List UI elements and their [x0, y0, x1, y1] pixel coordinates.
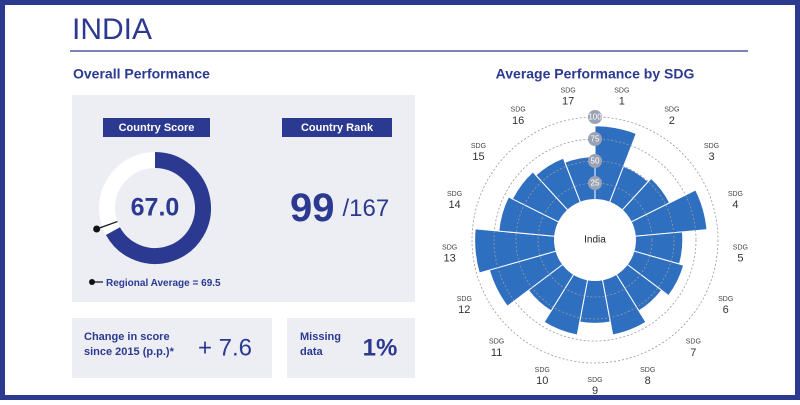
category-prefix: SDG: [442, 244, 457, 251]
category-label: 16: [512, 115, 524, 127]
category-prefix: SDG: [640, 367, 655, 374]
category-prefix: SDG: [535, 367, 550, 374]
r-tick-label: 25: [591, 179, 600, 188]
rank: 99: [290, 186, 335, 230]
change-label: Change in score since 2015 (p.p.)*: [84, 331, 174, 358]
rank-total: /167: [343, 195, 390, 222]
tick-bubble: [588, 154, 602, 168]
score-arc: [105, 152, 211, 264]
category-prefix: SDG: [704, 143, 719, 150]
category-label: 8: [645, 375, 651, 387]
score-heading: Country Score: [119, 122, 195, 134]
missing-panel: [287, 318, 415, 378]
r-tick-label: 100: [588, 113, 602, 122]
tick-bubble: [588, 110, 602, 124]
score-value: 67.0: [131, 194, 180, 222]
missing-label-box: Missing data: [300, 331, 341, 358]
category-prefix: SDG: [728, 191, 743, 198]
grid-ring: [493, 138, 697, 342]
regional-label-text: Regional Average =: [106, 278, 199, 289]
center-label: India: [584, 235, 606, 246]
category-label: 17: [562, 95, 574, 107]
center-disc: [554, 199, 636, 281]
rank-value: 99/167: [290, 186, 389, 230]
label-box: [103, 118, 210, 137]
label-box: [282, 118, 392, 137]
category-label: 5: [737, 252, 743, 264]
polar-chart: India255075100SDG1SDG2SDG3SDG4SDG5SDG6SD…: [442, 87, 748, 397]
tick-bubble: [588, 132, 602, 146]
section-heading: Overall Performance: [73, 66, 210, 82]
category-prefix: SDG: [447, 191, 462, 198]
category-label: 7: [690, 347, 696, 359]
grid-ring: [515, 160, 675, 320]
category-prefix: SDG: [471, 143, 486, 150]
category-label: 9: [592, 385, 598, 397]
change-panel: [72, 318, 272, 378]
score-donut: [93, 152, 211, 264]
regional-label: Regional Average = 69.5: [106, 278, 221, 289]
regional-value: 69.5: [201, 278, 221, 289]
category-label: 11: [491, 347, 502, 359]
category-prefix: SDG: [614, 87, 629, 94]
category-prefix: SDG: [587, 377, 602, 384]
category-label: 4: [732, 199, 738, 211]
category-label: 14: [448, 199, 460, 211]
grid-ring: [471, 116, 719, 364]
r-tick-label: 50: [591, 157, 600, 166]
change-value: + 7.6: [198, 334, 252, 361]
category-label: 2: [669, 115, 675, 127]
change-label-box: Change in score since 2015 (p.p.)*: [84, 331, 174, 358]
category-prefix: SDG: [561, 87, 576, 94]
category-prefix: SDG: [733, 244, 748, 251]
category-label: 13: [443, 252, 455, 264]
category-prefix: SDG: [718, 296, 733, 303]
r-tick-label: 75: [591, 135, 600, 144]
missing-value: 1%: [363, 334, 398, 361]
category-prefix: SDG: [457, 296, 472, 303]
category-prefix: SDG: [489, 339, 504, 346]
category-label: 3: [708, 151, 714, 163]
category-label: 12: [458, 304, 470, 316]
category-prefix: SDG: [686, 339, 701, 346]
category-prefix: SDG: [664, 107, 679, 114]
regional-marker: [93, 225, 101, 233]
category-prefix: SDG: [511, 107, 526, 114]
category-label: 15: [472, 151, 484, 163]
category-label: 1: [619, 95, 625, 107]
chart-title: Average Performance by SDG: [496, 66, 695, 82]
tick-bubble: [588, 176, 602, 190]
regional-marker-line: [96, 220, 118, 230]
page-title: INDIA: [72, 13, 152, 46]
category-label: 6: [723, 304, 729, 316]
category-label: 10: [536, 375, 548, 387]
missing-label: Missing data: [300, 331, 341, 358]
rank-heading: Country Rank: [301, 122, 374, 134]
